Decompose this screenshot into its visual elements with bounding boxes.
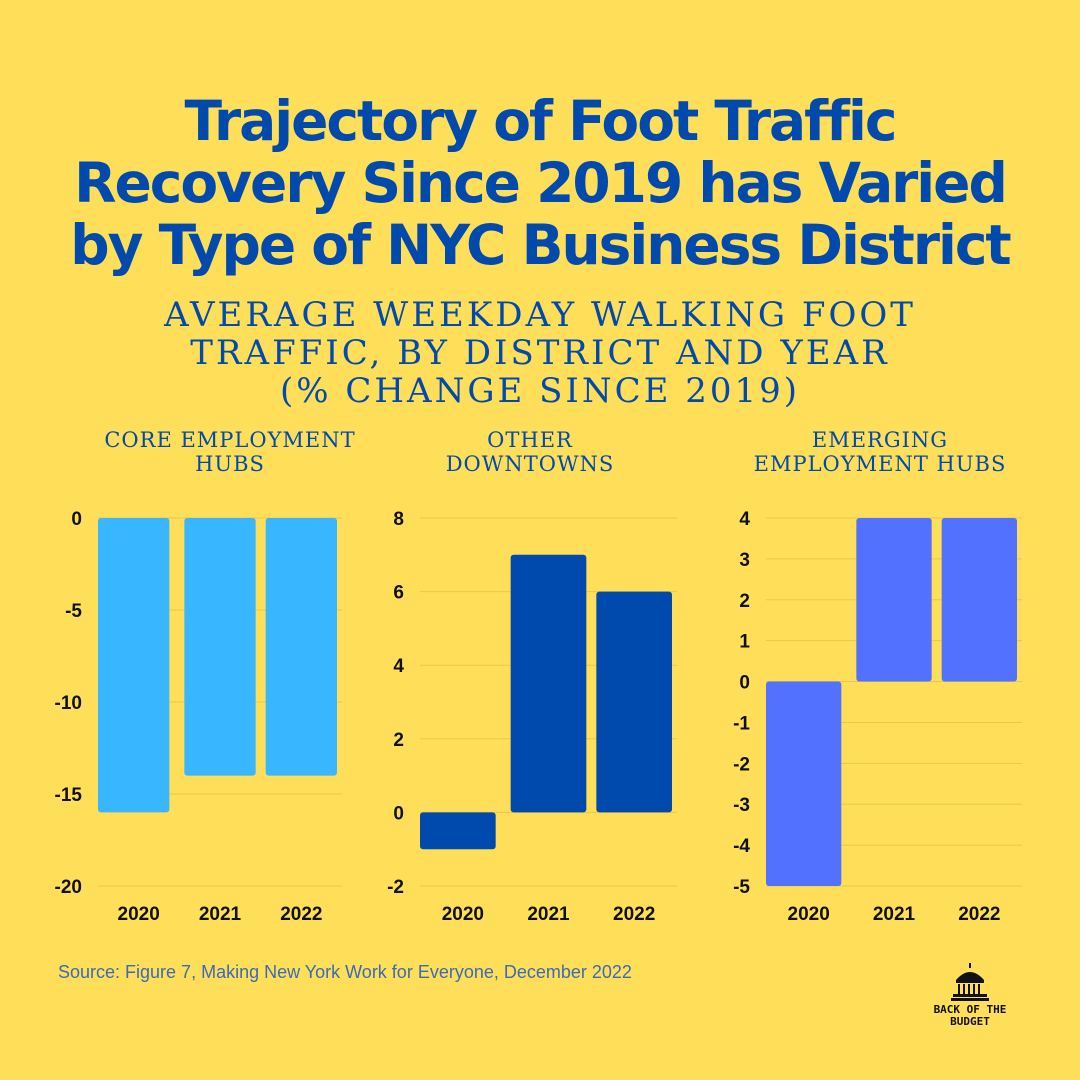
back-of-the-budget-logo: BACK OF THE BUDGET [920,962,1020,1042]
y-tick-label: 2 [393,730,404,751]
panel-title-core-employment-hubs: CORE EMPLOYMENT HUBS [40,428,420,476]
y-tick-label: -3 [733,795,750,816]
bar-2020 [98,518,170,813]
panel-title-other-downtowns: OTHER DOWNTOWNS [350,428,710,476]
panel-title-line: OTHER [487,428,573,452]
y-tick-label: -20 [55,877,82,898]
logo-text-line-2: BUDGET [950,1015,990,1028]
y-tick-label: 8 [393,509,404,530]
y-tick-label: -5 [65,601,82,622]
y-tick-label: 6 [393,583,404,604]
y-tick-label: 3 [739,550,750,571]
x-category-label: 2020 [442,904,484,925]
subtitle-line-1: AVERAGE WEEKDAY WALKING FOOT [164,295,916,335]
capitol-dome-icon [951,963,989,1001]
y-tick-label: 0 [393,803,404,824]
bar-2022 [265,518,337,776]
y-tick-label: -2 [733,754,750,775]
title-line-1: Trajectory of Foot Traffic [184,89,898,153]
x-category-label: 2021 [199,904,242,925]
bar-2021 [510,554,587,813]
x-category-label: 2022 [280,904,322,925]
x-category-label: 2020 [118,904,160,925]
chart-subtitle: AVERAGE WEEKDAY WALKING FOOT TRAFFIC, BY… [0,296,1080,410]
y-tick-label: 0 [739,673,750,694]
source-note: Source: Figure 7, Making New York Work f… [58,962,632,982]
y-tick-label: -4 [733,836,750,857]
bar-2022 [941,518,1017,682]
x-category-label: 2021 [873,904,916,925]
bar-chart-other-downtowns: 8 6 4 2 0 -2 2020 2021 2022 [387,509,677,925]
panel-title-line: DOWNTOWNS [445,452,615,476]
x-category-label: 2022 [613,904,655,925]
page-title: Trajectory of Foot Traffic Recovery Sinc… [0,90,1080,276]
y-tick-label: -5 [733,877,750,898]
logo-text-line-1: BACK OF THE [933,1003,1007,1016]
x-category-label: 2020 [788,904,830,925]
y-tick-label: 1 [739,632,750,653]
chart-panels: CORE EMPLOYMENT HUBS OTHER DOWNTOWNS EME… [0,420,1080,940]
panel-title-line: EMERGING [811,428,949,452]
logo-text: BACK OF THE BUDGET [920,1004,1020,1028]
y-tick-label: -1 [733,713,750,734]
title-line-2: Recovery Since 2019 has Varied [74,151,1008,215]
bar-2020 [766,681,842,886]
x-category-label: 2022 [958,904,1000,925]
x-category-label: 2021 [527,904,570,925]
title-line-3: by Type of NYC Business District [70,213,1011,277]
bar-2022 [596,591,672,813]
panel-title-line: HUBS [195,452,265,476]
bar-2021 [184,518,256,776]
subtitle-line-2: TRAFFIC, BY DISTRICT AND YEAR [190,333,890,373]
bar-2021 [856,518,932,682]
bar-chart-core-employment-hubs: 0 -5 -10 -15 -20 2020 2021 2022 [55,509,342,925]
y-tick-label: -2 [387,877,404,898]
panel-title-line: EMPLOYMENT HUBS [753,452,1007,476]
subtitle-line-3: (% CHANGE SINCE 2019) [279,371,801,411]
panel-title-emerging-employment-hubs: EMERGING EMPLOYMENT HUBS [700,428,1060,476]
y-tick-label: -15 [55,785,83,806]
y-tick-label: 2 [739,591,750,612]
bar-2020 [420,812,496,850]
y-tick-label: -10 [55,693,82,714]
y-tick-label: 4 [393,656,404,677]
y-tick-label: 0 [71,509,82,530]
y-tick-label: 4 [739,509,750,530]
bar-chart-emerging-employment-hubs: 4 3 2 1 0 -1 -2 -3 -4 -5 2020 2021 2022 [733,509,1022,925]
panel-title-line: CORE EMPLOYMENT [104,428,356,452]
